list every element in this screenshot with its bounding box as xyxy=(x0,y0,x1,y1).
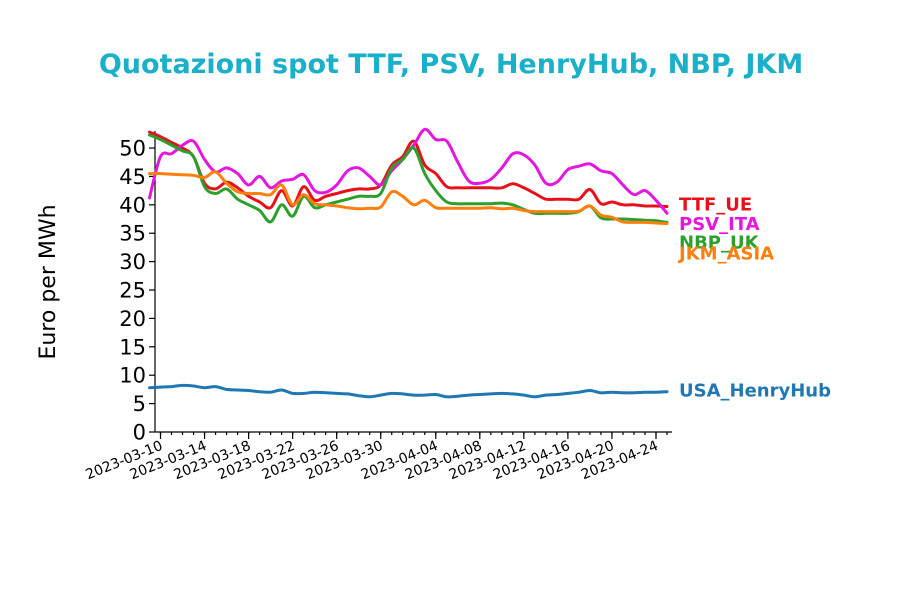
series-line-usa-henryhub xyxy=(148,383,669,399)
series-label-psv-ita: PSV_ITA xyxy=(679,214,760,235)
y-tick-label: 45 xyxy=(119,165,146,189)
series-label-usa-henryhub: USA_HenryHub xyxy=(679,380,831,401)
y-tick-label: 20 xyxy=(119,307,146,331)
y-tick-label: 10 xyxy=(119,364,146,388)
y-tick-label: 25 xyxy=(119,279,146,303)
series-line-jkm-asia xyxy=(148,170,669,226)
chart-title: Quotazioni spot TTF, PSV, HenryHub, NBP,… xyxy=(99,49,803,80)
series-line-ttf-ue xyxy=(148,130,669,210)
y-tick-label: 50 xyxy=(119,137,146,161)
y-axis-label: Euro per MWh xyxy=(36,204,61,359)
y-tick-label: 5 xyxy=(133,392,146,416)
plot-area xyxy=(148,127,669,399)
series-label-jkm-asia: JKM_ASIA xyxy=(677,244,774,265)
y-tick-label: 40 xyxy=(119,193,146,217)
y-tick-label: 15 xyxy=(119,335,146,359)
series-label-ttf-ue: TTF_UE xyxy=(679,195,752,216)
y-tick-label: 0 xyxy=(133,421,146,445)
y-tick-label: 35 xyxy=(119,222,146,246)
series-label-nbp-uk: NBP_UK xyxy=(679,233,760,254)
y-tick-label: 30 xyxy=(119,250,146,274)
